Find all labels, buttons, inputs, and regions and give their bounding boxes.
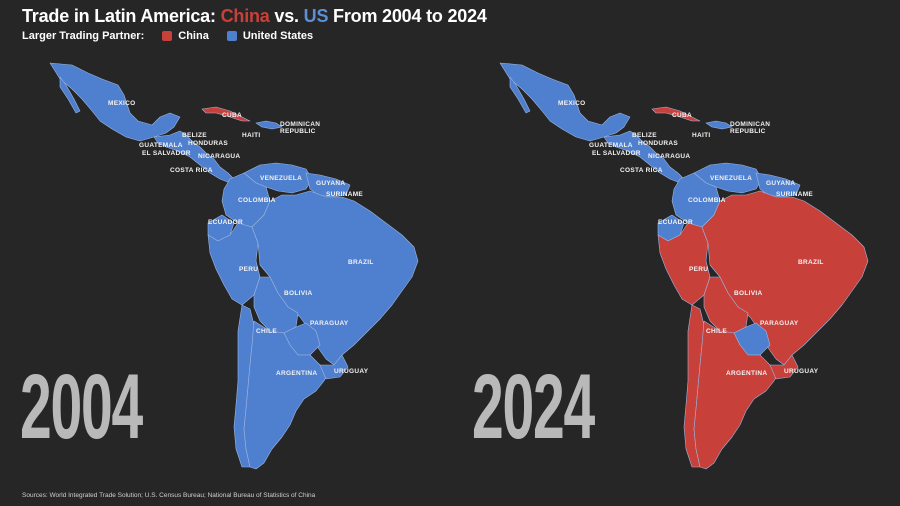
label-republic: REPUBLIC — [280, 128, 316, 135]
label-peru: PERU — [239, 266, 258, 273]
region-guianas — [755, 172, 801, 198]
label-guyana: GUYANA — [316, 180, 345, 187]
label-uruguay: URUGUAY — [784, 368, 819, 375]
label-dominican: DOMINICAN — [730, 121, 770, 128]
label-costarica: COSTA RICA — [170, 167, 213, 174]
year-label-2024: 2024 — [472, 356, 595, 458]
legend-swatch-china — [162, 31, 173, 41]
label-suriname: SURINAME — [326, 191, 363, 198]
legend: Larger Trading Partner: China United Sta… — [22, 30, 313, 42]
region-central-america — [603, 130, 685, 184]
label-ecuador: ECUADOR — [208, 219, 243, 226]
label-peru: PERU — [689, 266, 708, 273]
label-paraguay: PARAGUAY — [310, 320, 349, 327]
title-middle: vs. — [269, 6, 304, 26]
label-venezuela: VENEZUELA — [260, 175, 302, 182]
label-cuba: CUBA — [672, 112, 692, 119]
label-belize: BELIZE — [182, 132, 207, 139]
label-nicaragua: NICARAGUA — [198, 153, 240, 160]
label-nicaragua: NICARAGUA — [648, 153, 690, 160]
label-guyana: GUYANA — [766, 180, 795, 187]
label-haiti: HAITI — [692, 132, 710, 139]
legend-swatch-us — [226, 31, 237, 41]
label-elsalvador: EL SALVADOR — [142, 150, 191, 157]
label-uruguay: URUGUAY — [334, 368, 369, 375]
legend-label: Larger Trading Partner: — [22, 30, 145, 42]
label-bolivia: BOLIVIA — [734, 290, 762, 297]
label-venezuela: VENEZUELA — [710, 175, 752, 182]
map-2024: MEXICO CUBA HAITI DOMINICAN REPUBLIC BEL… — [470, 55, 900, 480]
region-baja-california — [509, 76, 531, 114]
region-uruguay — [319, 354, 349, 380]
chart-title: Trade in Latin America: China vs. US Fro… — [22, 6, 487, 27]
label-elsalvador: EL SALVADOR — [592, 150, 641, 157]
region-uruguay — [769, 354, 799, 380]
label-ecuador: ECUADOR — [658, 219, 693, 226]
label-republic: REPUBLIC — [730, 128, 766, 135]
legend-item-china: China — [178, 30, 209, 42]
label-bolivia: BOLIVIA — [284, 290, 312, 297]
region-baja-california — [59, 76, 81, 114]
label-argentina: ARGENTINA — [276, 370, 317, 377]
label-mexico: MEXICO — [558, 100, 585, 107]
label-costarica: COSTA RICA — [620, 167, 663, 174]
label-colombia: COLOMBIA — [688, 197, 726, 204]
sources-note: Sources: World Integrated Trade Solution… — [22, 492, 316, 499]
label-honduras: HONDURAS — [638, 140, 678, 147]
label-suriname: SURINAME — [776, 191, 813, 198]
region-argentina — [243, 320, 331, 470]
label-chile: CHILE — [256, 328, 277, 335]
title-prefix: Trade in Latin America: — [22, 6, 221, 26]
region-hispaniola — [705, 120, 733, 130]
label-guatemala: GUATEMALA — [139, 142, 183, 149]
label-paraguay: PARAGUAY — [760, 320, 799, 327]
label-belize: BELIZE — [632, 132, 657, 139]
year-label-2004: 2004 — [20, 356, 143, 458]
label-brazil: BRAZIL — [348, 259, 374, 266]
title-us: US — [303, 6, 329, 26]
region-guianas — [305, 172, 351, 198]
legend-item-us: United States — [242, 30, 314, 42]
label-mexico: MEXICO — [108, 100, 135, 107]
region-argentina — [693, 320, 781, 470]
region-cuba — [651, 106, 701, 122]
map-2004: MEXICO CUBA HAITI DOMINICAN REPUBLIC BEL… — [20, 55, 460, 480]
region-central-america — [153, 130, 235, 184]
label-brazil: BRAZIL — [798, 259, 824, 266]
label-argentina: ARGENTINA — [726, 370, 767, 377]
label-chile: CHILE — [706, 328, 727, 335]
label-guatemala: GUATEMALA — [589, 142, 633, 149]
label-honduras: HONDURAS — [188, 140, 228, 147]
label-colombia: COLOMBIA — [238, 197, 276, 204]
title-suffix: From 2004 to 2024 — [328, 6, 487, 26]
label-haiti: HAITI — [242, 132, 260, 139]
label-dominican: DOMINICAN — [280, 121, 320, 128]
title-china: China — [220, 6, 270, 26]
region-hispaniola — [255, 120, 283, 130]
region-mexico — [49, 62, 181, 142]
region-mexico — [499, 62, 631, 142]
label-cuba: CUBA — [222, 112, 242, 119]
region-cuba — [201, 106, 251, 122]
